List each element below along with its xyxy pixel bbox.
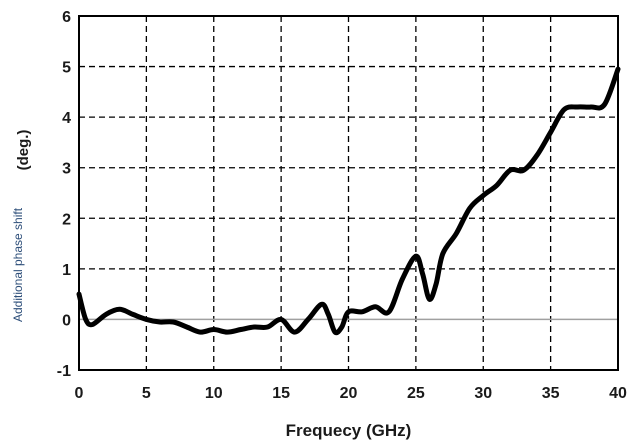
x-tick-label: 30 (474, 385, 492, 402)
x-axis-ticks: 0 5 10 15 20 25 30 35 40 (75, 385, 627, 402)
y-tick-label: 1 (62, 262, 71, 279)
x-axis-label: Frequecy (GHz) (286, 421, 412, 440)
x-tick-label: 5 (142, 385, 151, 402)
y-axis-label: Additional phase shift (deg.) (11, 130, 32, 322)
series-line (76, 66, 621, 336)
y-axis-label-text: Additional phase shift (11, 207, 25, 322)
y-tick-label: 5 (62, 60, 71, 77)
x-tick-label: 40 (609, 385, 627, 402)
y-tick-label: -1 (57, 363, 71, 380)
y-tick-label: 4 (62, 110, 71, 127)
x-tick-label: 25 (407, 385, 425, 402)
y-tick-label: 3 (62, 161, 71, 178)
x-tick-label: 35 (542, 385, 560, 402)
grid (79, 16, 618, 370)
y-tick-label: 6 (62, 9, 71, 26)
y-tick-label: 0 (62, 312, 71, 329)
x-tick-label: 0 (75, 385, 84, 402)
y-tick-label: 2 (62, 211, 71, 228)
x-tick-label: 10 (205, 385, 223, 402)
plot-frame (78, 15, 619, 371)
y-axis-ticks: -1 0 1 2 3 4 5 6 (57, 9, 71, 380)
x-tick-label: 15 (272, 385, 290, 402)
y-axis-label-unit: (deg.) (15, 130, 32, 171)
x-tick-label: 20 (340, 385, 358, 402)
